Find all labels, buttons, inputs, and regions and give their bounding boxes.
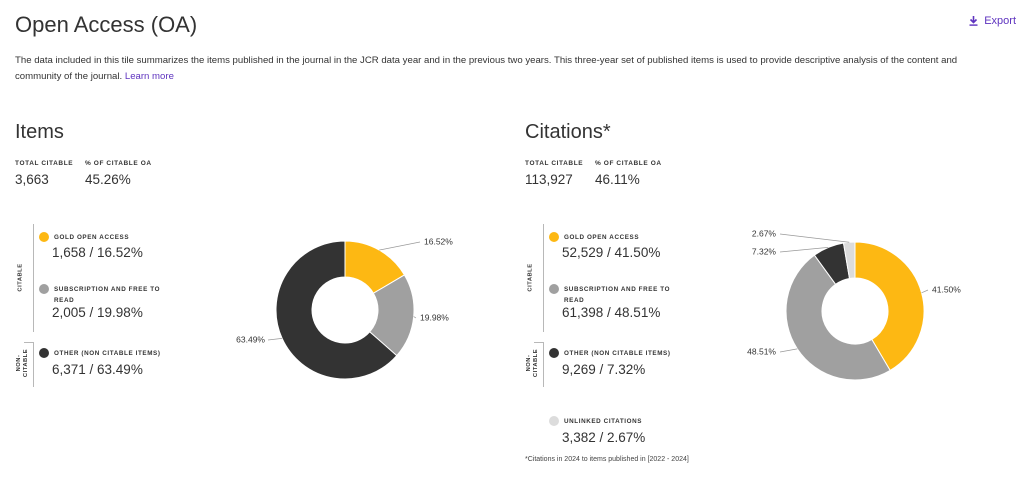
- download-icon: [969, 16, 978, 26]
- export-label: Export: [984, 15, 1016, 27]
- citations-group-divider: [534, 342, 544, 343]
- items-total-value: 3,663: [15, 172, 49, 187]
- items-other-dot: [39, 348, 49, 358]
- items-slice-2[interactable]: [275, 240, 398, 380]
- citations-other-label: OTHER (NON CITABLE ITEMS): [564, 350, 671, 357]
- description: The data included in this tile summarize…: [15, 53, 975, 85]
- description-text: The data included in this tile summarize…: [15, 55, 958, 82]
- citations-citable-group-label: CITABLE: [527, 263, 534, 292]
- citations-oa-label: % OF CITABLE OA: [595, 160, 662, 167]
- items-total-label: TOTAL CITABLE: [15, 160, 74, 167]
- items-noncitable-group-label: NON- CITABLE: [16, 348, 29, 378]
- citations-other-dot: [549, 348, 559, 358]
- items-slice-label-0: 16.52%: [424, 236, 453, 246]
- citations-subscription-value: 61,398 / 48.51%: [562, 305, 661, 320]
- citations-slice-0[interactable]: [854, 241, 925, 372]
- citations-gold-label: GOLD OPEN ACCESS: [564, 234, 640, 241]
- citations-subscription-dot: [549, 284, 559, 294]
- citations-unlinked-label: UNLINKED CITATIONS: [564, 418, 643, 425]
- items-citable-group-label: CITABLE: [17, 263, 24, 292]
- items-gold-dot: [39, 232, 49, 242]
- citations-slice-3[interactable]: [842, 241, 856, 280]
- citations-subscription-label: SUBSCRIPTION AND FREE TO READ: [564, 286, 671, 304]
- citations-total-label: TOTAL CITABLE: [525, 160, 584, 167]
- citations-title: Citations*: [525, 121, 611, 143]
- citations-gold-dot: [549, 232, 559, 242]
- items-oa-value: 45.26%: [85, 172, 131, 187]
- items-leader-2: [267, 338, 283, 341]
- citations-slice-label-3: 2.67%: [752, 228, 777, 238]
- citations-donut-chart: 41.50% 48.51% 7.32% 2.67%: [747, 228, 961, 381]
- items-other-value: 6,371 / 63.49%: [52, 362, 143, 377]
- citations-leader-3: [779, 233, 850, 243]
- items-donut-chart: 16.52% 19.98% 63.49%: [236, 236, 453, 380]
- citations-slice-label-2: 7.32%: [752, 246, 777, 256]
- items-noncitable-bracket: [33, 342, 34, 387]
- citations-slice-label-0: 41.50%: [932, 284, 961, 294]
- export-button[interactable]: Export: [969, 15, 1016, 27]
- citations-noncitable-group-label: NON- CITABLE: [526, 348, 539, 378]
- citations-leader-0: [921, 289, 929, 294]
- items-oa-label: % OF CITABLE OA: [85, 160, 152, 167]
- citations-slice-label-1: 48.51%: [747, 346, 776, 356]
- items-citable-bracket: [33, 224, 34, 332]
- items-slice-label-2: 63.49%: [236, 334, 265, 344]
- items-subscription-value: 2,005 / 19.98%: [52, 305, 143, 320]
- citations-gold-value: 52,529 / 41.50%: [562, 245, 661, 260]
- learn-more-link[interactable]: Learn more: [124, 71, 174, 82]
- citations-oa-value: 46.11%: [595, 172, 640, 187]
- citations-leader-1: [779, 348, 798, 353]
- citations-leader-2: [779, 247, 829, 253]
- citations-other-value: 9,269 / 7.32%: [562, 362, 646, 377]
- items-leader-1: [413, 316, 417, 319]
- items-gold-label: GOLD OPEN ACCESS: [54, 234, 130, 241]
- page-title: Open Access (OA): [15, 12, 198, 37]
- citations-unlinked-value: 3,382 / 2.67%: [562, 430, 646, 445]
- items-title: Items: [15, 121, 64, 143]
- items-subscription-label: SUBSCRIPTION AND FREE TO READ: [54, 286, 161, 304]
- citations-slice-1[interactable]: [785, 254, 891, 381]
- items-leader-0: [379, 241, 421, 251]
- items-subscription-dot: [39, 284, 49, 294]
- citations-citable-bracket: [543, 224, 544, 332]
- citations-total-value: 113,927: [525, 172, 573, 187]
- items-slice-label-1: 19.98%: [420, 312, 449, 322]
- citations-noncitable-bracket: [543, 342, 544, 387]
- items-other-label: OTHER (NON CITABLE ITEMS): [54, 350, 161, 357]
- citations-footnote: *Citations in 2024 to items published in…: [525, 456, 689, 463]
- items-gold-value: 1,658 / 16.52%: [52, 245, 143, 260]
- citations-unlinked-dot: [549, 416, 559, 426]
- items-group-divider: [24, 342, 34, 343]
